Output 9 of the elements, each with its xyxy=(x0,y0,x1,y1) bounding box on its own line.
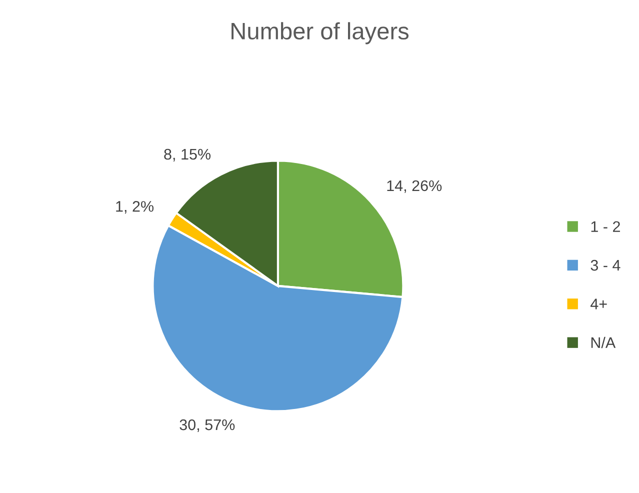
legend-label: 1 - 2 xyxy=(591,221,620,232)
data-label: 30, 57% xyxy=(180,419,235,432)
data-label: 1, 2% xyxy=(116,201,154,214)
data-label: 14, 26% xyxy=(387,180,442,193)
data-label: 8, 15% xyxy=(164,148,211,162)
legend-label: N/A xyxy=(591,336,616,348)
legend-label: 4+ xyxy=(590,298,607,310)
chart-title: Number of layers xyxy=(232,22,409,44)
legend-label: 3 - 4 xyxy=(590,260,620,271)
